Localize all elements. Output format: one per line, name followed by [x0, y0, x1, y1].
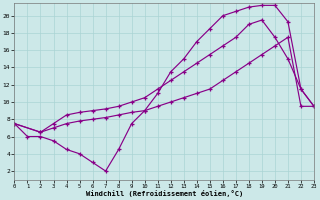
X-axis label: Windchill (Refroidissement éolien,°C): Windchill (Refroidissement éolien,°C) [85, 190, 243, 197]
